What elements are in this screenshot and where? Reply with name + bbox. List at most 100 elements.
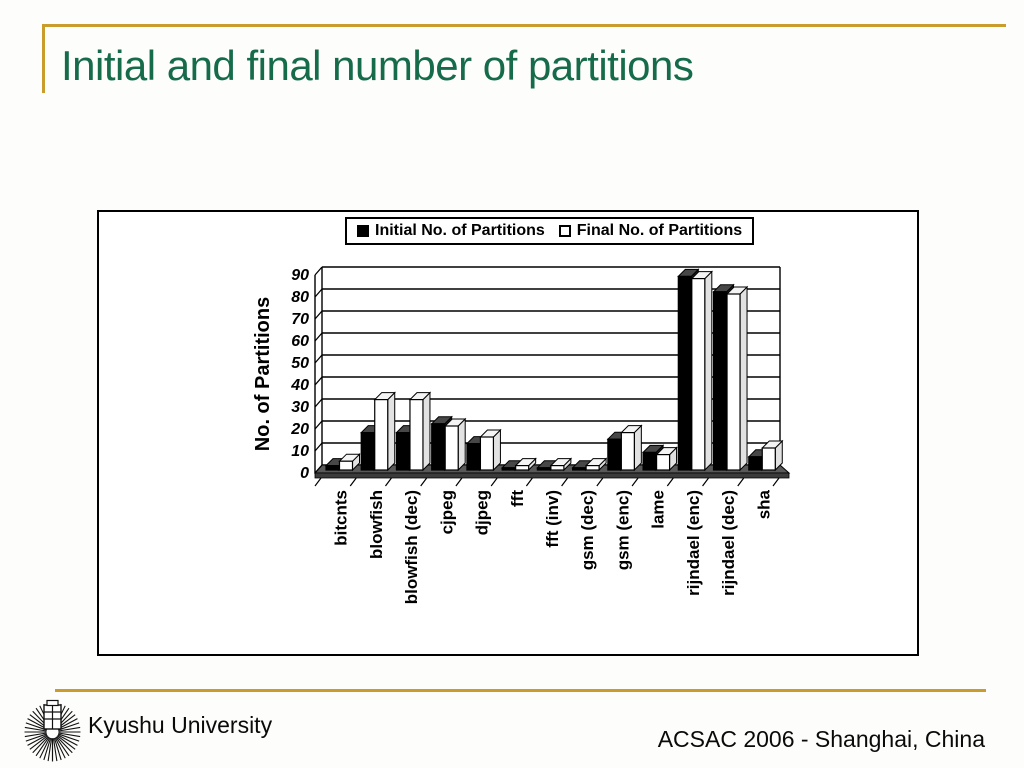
x-tick-5 bbox=[490, 477, 498, 487]
logo-ray bbox=[58, 726, 81, 732]
bar-initial-cjpeg bbox=[431, 423, 446, 471]
footer-event: ACSAC 2006 - Shanghai, China bbox=[657, 726, 985, 752]
y-tick-label-0: 0 bbox=[300, 465, 309, 482]
x-category-label-fft: fft bbox=[508, 490, 527, 507]
x-category-label-bitcnts: bitcnts bbox=[332, 490, 351, 546]
legend-swatch-final-icon bbox=[558, 225, 571, 237]
logo-ray bbox=[54, 737, 66, 759]
x-category-label-djpeg: djpeg bbox=[473, 490, 492, 535]
legend-swatch-initial-icon bbox=[357, 225, 369, 237]
plot-floor-front bbox=[314, 472, 790, 479]
bar-initial-blowfish bbox=[360, 432, 375, 471]
x-category-label-sha: sha bbox=[754, 489, 773, 519]
y-tick-40 bbox=[314, 376, 323, 386]
y-tick-60 bbox=[314, 332, 323, 342]
y-tick-label-30: 30 bbox=[291, 399, 309, 416]
bar-final-bitcnts bbox=[338, 460, 354, 471]
bar-final-cjpeg bbox=[444, 425, 459, 471]
logo-ray bbox=[58, 732, 81, 738]
y-tick-label-40: 40 bbox=[290, 377, 309, 394]
kyushu-university-logo-icon bbox=[24, 699, 81, 762]
bar-final-djpeg bbox=[479, 436, 495, 471]
x-category-label-lame: lame bbox=[649, 490, 668, 529]
x-tick-3 bbox=[420, 477, 428, 487]
logo-ray bbox=[58, 733, 80, 742]
x-tick-1 bbox=[349, 477, 357, 487]
bar-final-gsm-enc- bbox=[620, 432, 635, 471]
bar-final-fft bbox=[515, 465, 530, 471]
x-tick-2 bbox=[384, 477, 392, 487]
x-tick-8 bbox=[596, 477, 604, 487]
y-axis-title: No. of Partitions bbox=[252, 297, 274, 451]
legend-item-initial: Initial No. of Partitions bbox=[357, 222, 545, 240]
y-tick-0 bbox=[314, 464, 323, 474]
y-tick-label-60: 60 bbox=[291, 333, 309, 350]
x-tick-0 bbox=[314, 477, 322, 487]
bar-initial-bitcnts bbox=[325, 465, 340, 471]
bar-final-fft-inv- bbox=[550, 465, 565, 471]
bar-final-rijndael-enc--side bbox=[704, 270, 713, 472]
logo-ray bbox=[29, 735, 48, 750]
logo-ray bbox=[56, 736, 73, 754]
x-category-label-fft-inv-: fft (inv) bbox=[543, 490, 562, 548]
logo-ray bbox=[57, 734, 78, 746]
x-category-label-blowfish: blowfish bbox=[367, 490, 386, 559]
bar-final-gsm-dec- bbox=[585, 465, 600, 471]
x-tick-9 bbox=[631, 477, 639, 487]
y-tick-label-50: 50 bbox=[291, 355, 309, 372]
legend-label-initial: Initial No. of Partitions bbox=[375, 222, 545, 239]
bar-initial-rijndael-enc- bbox=[677, 275, 692, 471]
y-tick-label-20: 20 bbox=[290, 421, 309, 438]
y-tick-label-80: 80 bbox=[291, 289, 309, 306]
logo-ray bbox=[47, 738, 53, 762]
logo-ray bbox=[43, 737, 52, 761]
bar-initial-fft-inv- bbox=[536, 467, 551, 471]
logo-ray bbox=[24, 726, 47, 732]
x-tick-7 bbox=[561, 477, 569, 487]
logo-ray bbox=[32, 736, 49, 754]
logo-ray bbox=[39, 737, 51, 759]
logo-ray bbox=[55, 736, 70, 757]
bar-chart-plot: 0 10 20 30 40 50 60 70 80 90 bitcnts blowfish blowfi… bbox=[252, 266, 791, 604]
bar-final-blowfish-side bbox=[387, 391, 396, 472]
bar-final-blowfish-dec- bbox=[409, 399, 424, 471]
bar-initial-gsm-enc- bbox=[607, 438, 622, 471]
logo-ray bbox=[52, 738, 58, 762]
bar-final-blowfish bbox=[374, 399, 389, 471]
bar-final-sha bbox=[761, 447, 776, 471]
bar-final-blowfish-dec--side bbox=[422, 391, 431, 472]
x-tick-10 bbox=[666, 477, 674, 487]
chart-legend: Initial No. of Partitions Final No. of P… bbox=[345, 217, 755, 245]
x-category-label-gsm-enc-: gsm (enc) bbox=[613, 490, 632, 570]
footer-organization: Kyushu University bbox=[88, 712, 273, 738]
x-category-label-rijndael-enc-: rijndael (enc) bbox=[684, 490, 703, 596]
x-tick-13 bbox=[772, 477, 780, 487]
x-category-label-cjpeg: cjpeg bbox=[437, 490, 456, 534]
y-tick-label-90: 90 bbox=[291, 267, 309, 284]
slide-title: Initial and final number of partitions bbox=[61, 42, 694, 89]
logo-ray bbox=[27, 734, 48, 746]
legend-label-final: Final No. of Partitions bbox=[576, 222, 743, 239]
logo-ray bbox=[25, 733, 47, 742]
bar-final-rijndael-enc- bbox=[691, 277, 706, 471]
bar-initial-rijndael-dec- bbox=[712, 291, 728, 471]
logo-ray bbox=[24, 732, 47, 738]
bar-initial-djpeg bbox=[466, 443, 481, 471]
y-tick-30 bbox=[314, 398, 323, 408]
footer-accent-line bbox=[55, 689, 986, 692]
x-tick-11 bbox=[702, 477, 710, 487]
y-tick-90 bbox=[314, 266, 323, 276]
y-tick-10 bbox=[314, 442, 323, 452]
legend-item-final: Final No. of Partitions bbox=[558, 222, 743, 240]
y-tick-70 bbox=[314, 310, 323, 320]
x-tick-4 bbox=[455, 477, 463, 487]
y-tick-label-10: 10 bbox=[291, 443, 309, 460]
x-category-label-rijndael-dec-: rijndael (dec) bbox=[719, 490, 738, 596]
bar-initial-lame bbox=[642, 451, 657, 471]
bar-initial-fft bbox=[501, 467, 516, 471]
y-tick-80 bbox=[314, 288, 323, 298]
x-tick-6 bbox=[525, 477, 533, 487]
logo-ray bbox=[57, 735, 76, 750]
x-category-label-gsm-dec-: gsm (dec) bbox=[578, 490, 597, 570]
bar-initial-sha bbox=[748, 456, 763, 471]
